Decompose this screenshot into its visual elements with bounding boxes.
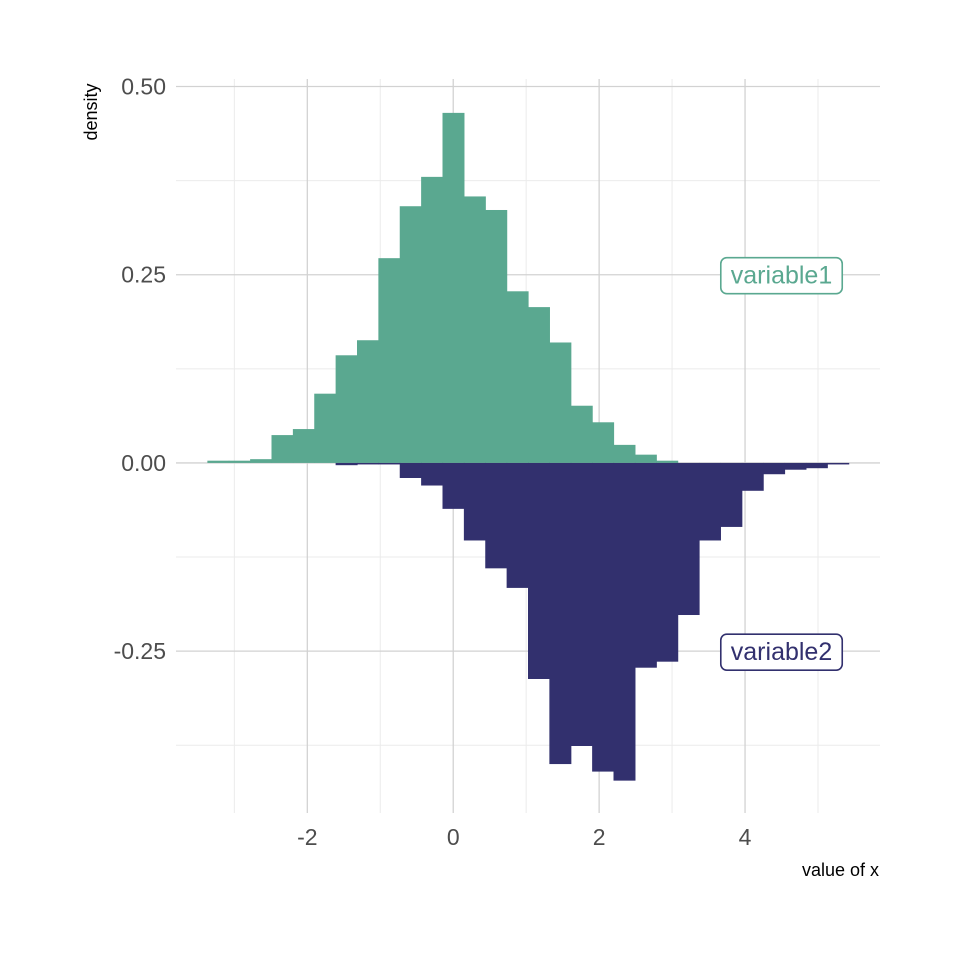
variable1-bar <box>335 355 358 463</box>
variable1-bar <box>250 459 273 463</box>
x-axis-title: value of x <box>802 860 879 880</box>
variable2-bar <box>805 462 828 469</box>
variable2-label-text: variable2 <box>731 638 832 666</box>
variable1-bar <box>271 435 294 463</box>
variable2-bar <box>741 462 764 491</box>
variable1-bars <box>207 112 679 463</box>
variable2-bar <box>463 462 486 541</box>
variable2-bar <box>570 462 593 746</box>
variable1-label-box <box>719 256 844 295</box>
x-tick-label: 2 <box>593 824 606 850</box>
variable1-bar <box>656 460 679 463</box>
variable2-bar <box>356 462 379 465</box>
variable2-bar <box>506 462 529 588</box>
variable2-bar <box>634 462 657 668</box>
variable2-bar <box>613 462 636 781</box>
variable1-bar <box>506 291 529 463</box>
variable2-bar <box>784 462 807 470</box>
x-tick-label: 0 <box>447 824 460 850</box>
variable2-bar <box>485 462 508 569</box>
x-tick-label: 4 <box>739 824 752 850</box>
variable2-bars <box>335 462 850 781</box>
variable1-bar <box>442 112 465 463</box>
variable2-bar <box>421 462 444 486</box>
variable2-bar <box>677 462 700 616</box>
variable2-bar <box>827 462 850 465</box>
variable1-bar <box>528 307 550 463</box>
y-tick-label: 0.50 <box>121 74 166 100</box>
y-tick-label: -0.25 <box>114 638 166 664</box>
variable1-bar <box>356 340 379 463</box>
variable1-bar <box>485 209 508 463</box>
variable2-bar <box>335 462 358 466</box>
variable1-bar <box>207 460 230 463</box>
variable1-bar <box>570 405 593 463</box>
variable2-bar <box>528 462 550 679</box>
variable2-bar <box>399 462 422 478</box>
variable1-bar <box>421 176 444 463</box>
y-axis-title: density <box>81 83 101 140</box>
variable2-bar <box>656 462 679 662</box>
variable1-bar <box>592 422 615 463</box>
variable2-label: variable2 <box>719 633 844 671</box>
y-tick-label: 0.00 <box>121 450 166 476</box>
axis-ticks: -2 0 2 4 0.50 0.25 0.00 -0.25 <box>114 74 752 850</box>
variable2-label-box <box>719 633 844 671</box>
variable1-bar <box>549 342 572 463</box>
variable2-bar <box>549 462 572 765</box>
series-annotations: variable1 variable2 <box>719 256 844 671</box>
x-tick-label: -2 <box>297 824 317 850</box>
variable1-bar <box>378 258 401 463</box>
variable1-bar <box>463 196 486 463</box>
variable2-bar <box>720 462 743 527</box>
variable2-bar <box>592 462 615 772</box>
variable1-bar <box>292 429 315 463</box>
variable1-label: variable1 <box>719 256 844 295</box>
variable1-label-text: variable1 <box>731 262 832 290</box>
y-tick-label: 0.25 <box>121 262 166 288</box>
variable1-bar <box>634 454 657 463</box>
variable2-bar <box>763 462 786 475</box>
variable2-bar <box>699 462 721 541</box>
variable1-bar <box>228 460 251 463</box>
variable1-bar <box>613 444 636 463</box>
variable2-bar <box>442 462 465 509</box>
variable2-bar <box>378 462 401 465</box>
variable1-bar <box>399 206 422 463</box>
variable1-bar <box>314 393 337 463</box>
